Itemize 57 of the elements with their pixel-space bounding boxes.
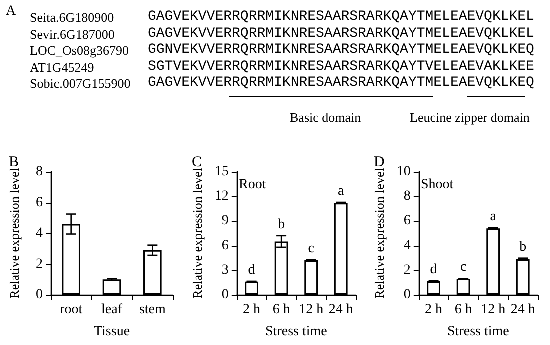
y-tick-label: 2 <box>36 256 43 272</box>
data-label: a <box>338 184 346 200</box>
text: Sevir.6G187000 <box>30 26 115 42</box>
y-tick-label: 6 <box>222 238 229 254</box>
y-tick-label: 8 <box>404 189 411 204</box>
x-tick-label: 12 h <box>481 302 506 318</box>
data-label: c <box>308 241 314 256</box>
text: LOC_Os08g36790 <box>30 43 129 59</box>
text: GAGVEKVVERRQRRMIKNRESAARSRARKQAYTMELEAEVQKLKEL <box>148 26 534 42</box>
text: Basic domain <box>290 110 362 126</box>
x-tick-label: root <box>60 302 83 318</box>
y-axis-title: Relative expression level <box>372 168 387 299</box>
text: SGTVEKVVERRQRRMIKNRESAARSRARKQAYTVELEAEVAKLKEE <box>148 58 534 74</box>
data-label: b <box>278 217 286 232</box>
y-tick-label: 6 <box>36 195 43 210</box>
y-tick-label: 12 <box>214 189 229 204</box>
y-tick-label: 9 <box>222 214 229 229</box>
y-tick-label: 8 <box>36 164 43 180</box>
x-tick-label: 6 h <box>454 302 472 318</box>
text: GAGVEKVVERRQRRMIKNRESAARSRARKQAYTMELEAEVQKLKEL <box>148 9 534 25</box>
y-axis-title: Relative expression level <box>7 168 22 299</box>
x-tick-label: 2 h <box>243 302 261 318</box>
x-tick-label: leaf <box>102 302 123 318</box>
y-tick-label: 6 <box>404 214 411 229</box>
x-tick-label: stem <box>139 302 166 318</box>
x-tick-label: 2 h <box>425 302 443 318</box>
text: A <box>6 4 16 20</box>
x-tick-label: 24 h <box>510 302 536 318</box>
y-tick-label: 15 <box>214 164 229 180</box>
text: GGNVEKVVERRQRRMIKNRESAARSRARKQAYTMELEAEVQKLKEQ <box>148 42 534 58</box>
y-tick-label: 4 <box>404 238 411 254</box>
data-label: d <box>430 262 438 278</box>
data-label: d <box>248 262 256 278</box>
y-tick-label: 4 <box>36 226 43 241</box>
x-tick-label: 24 h <box>328 302 354 318</box>
x-axis-title: Stress time <box>266 324 328 340</box>
y-tick-label: 3 <box>222 262 229 278</box>
y-tick-label: 0 <box>36 288 43 302</box>
x-axis-title: Stress time <box>448 324 510 340</box>
text: Seita.6G180900 <box>30 10 114 26</box>
y-axis-title: Relative expression level <box>190 168 205 299</box>
text: Leucine zipper domain <box>410 110 530 126</box>
text: Sobic.007G155900 <box>30 76 131 92</box>
y-tick-label: 2 <box>404 262 411 278</box>
y-tick-label: 0 <box>222 288 229 302</box>
x-axis-title: Tissue <box>94 324 130 340</box>
x-tick-label: 6 h <box>272 302 290 318</box>
text: GAGVEKVVERRQRRMIKNRESAARSRARKQAYTMELEAEVQKLKEQ <box>148 75 534 91</box>
annotation: Shoot <box>421 178 454 192</box>
data-label: b <box>520 240 527 255</box>
data-label: c <box>460 260 467 276</box>
annotation: Root <box>239 178 266 192</box>
y-tick-label: 10 <box>396 164 411 180</box>
text: AT1G45249 <box>30 60 94 76</box>
y-tick-label: 0 <box>404 288 411 302</box>
data-label: a <box>490 210 498 225</box>
x-tick-label: 12 h <box>299 302 324 318</box>
